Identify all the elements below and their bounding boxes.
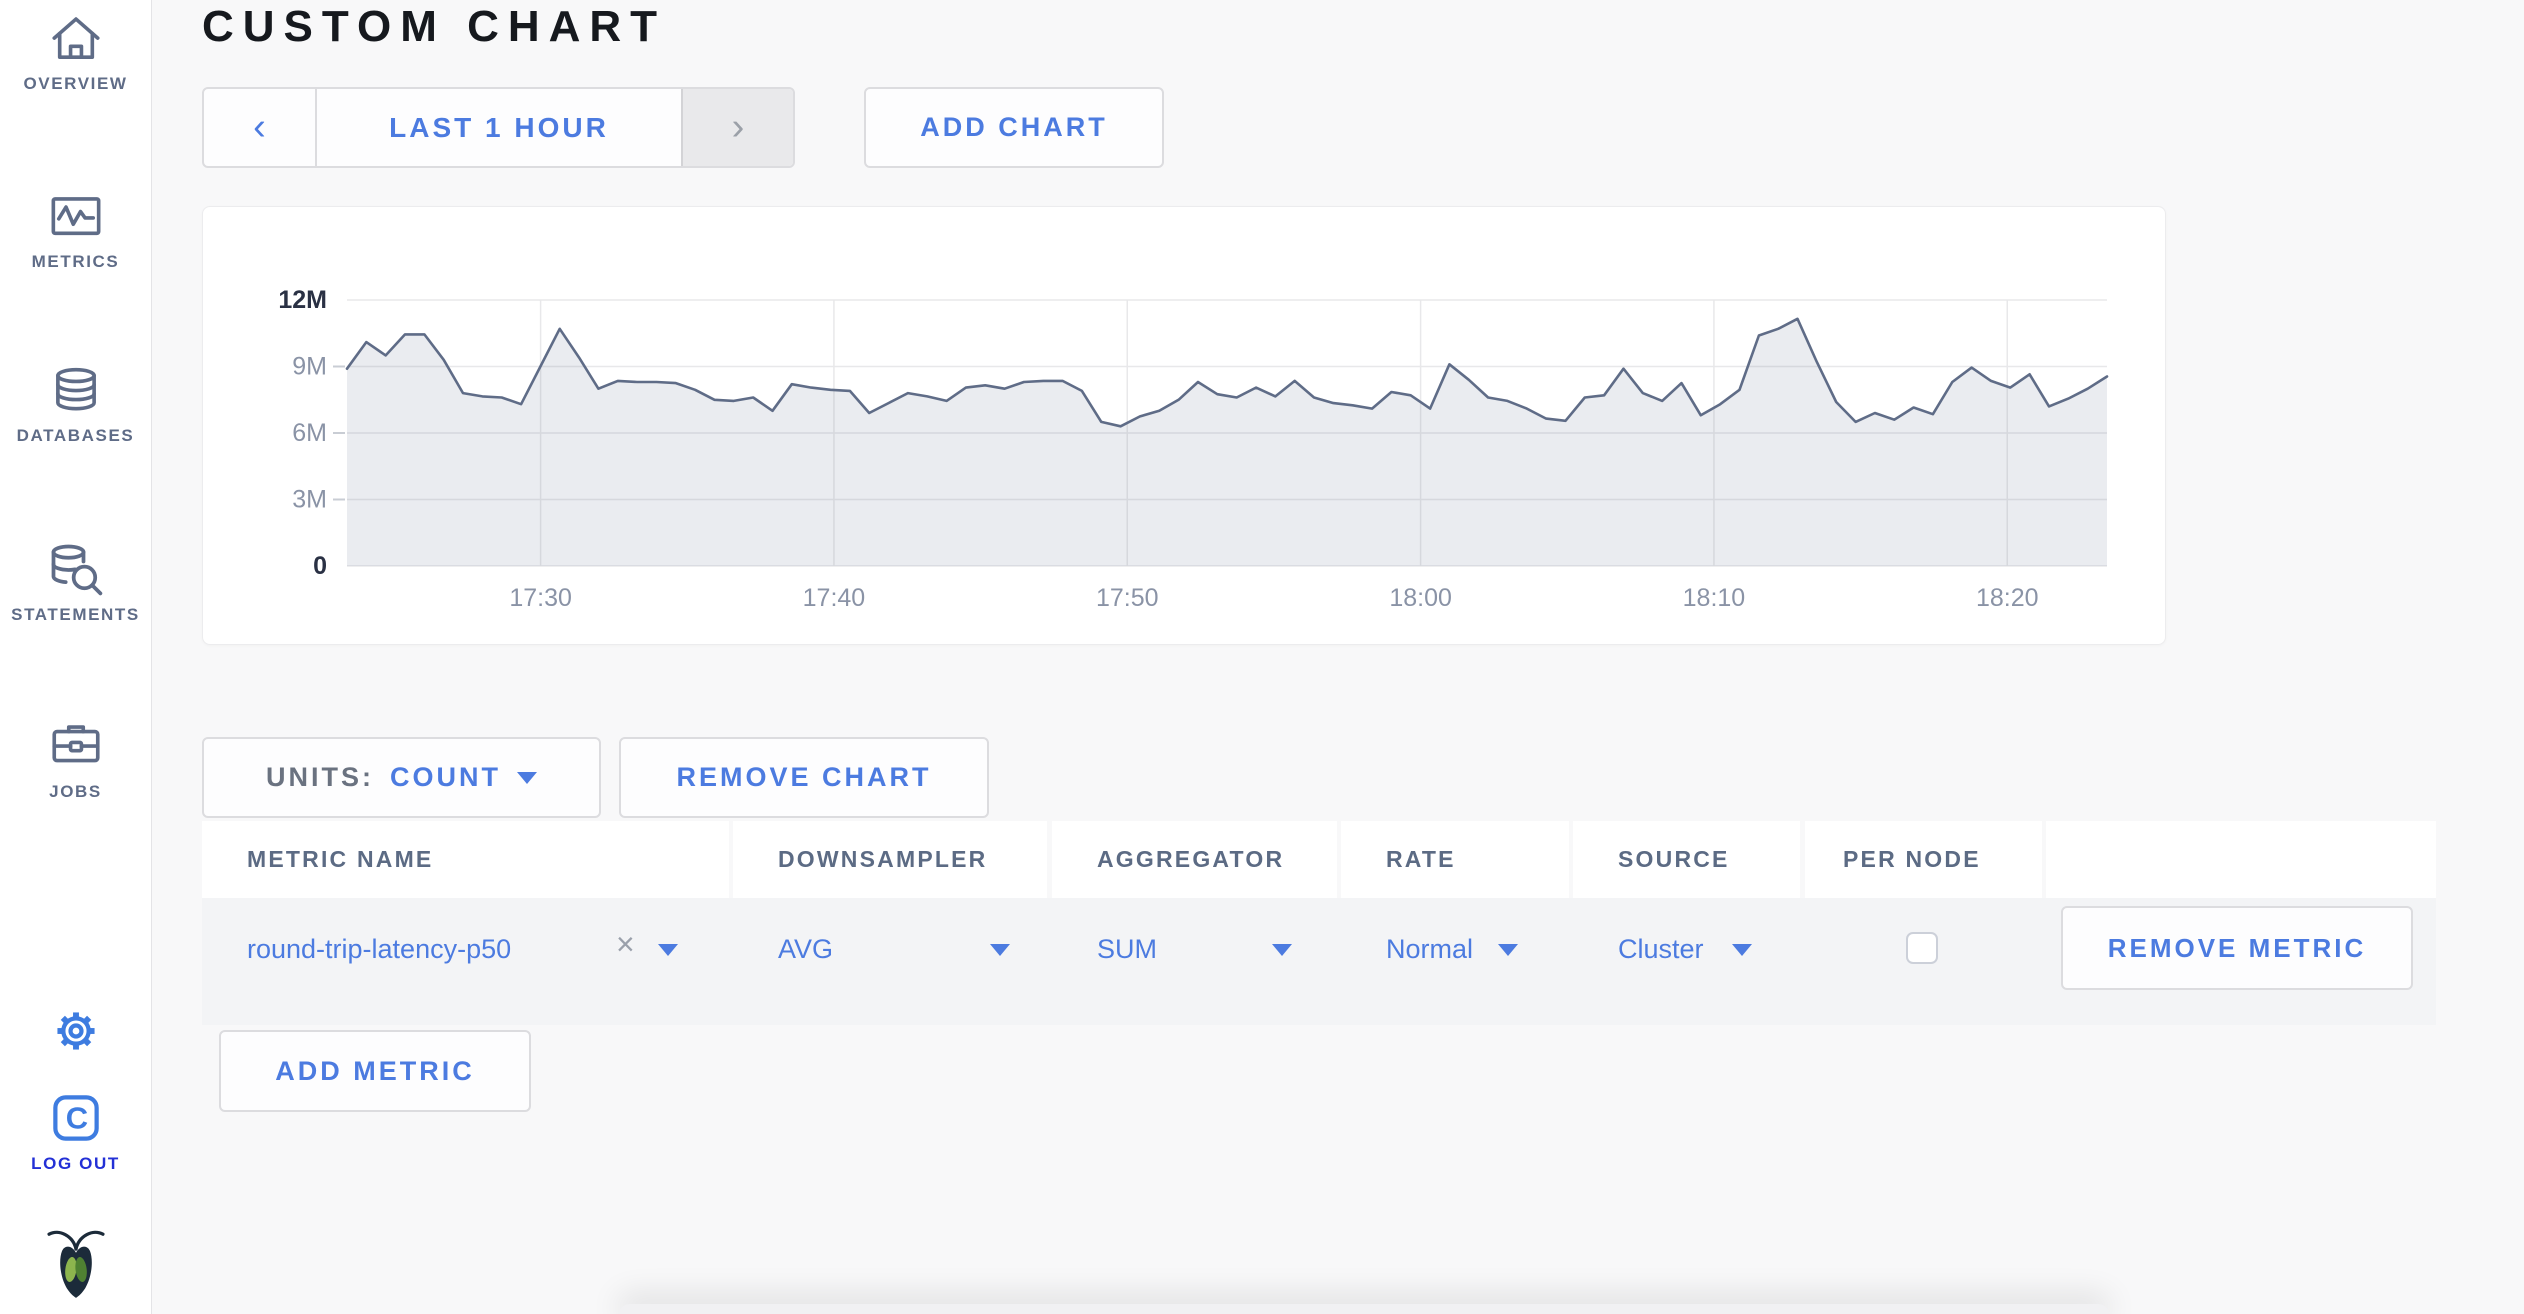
sidebar-item-label: JOBS xyxy=(49,782,102,801)
column-header-aggregator: AGGREGATOR xyxy=(1052,821,1337,898)
sidebar-item-jobs[interactable]: JOBS xyxy=(0,718,151,802)
time-range-prev-button[interactable]: ‹ xyxy=(204,89,317,166)
sidebar-item-statements[interactable]: STATEMENTS xyxy=(0,539,151,625)
add-metric-button[interactable]: ADD METRIC xyxy=(219,1030,531,1112)
time-range-next-button[interactable]: › xyxy=(681,89,793,166)
svg-text:3M: 3M xyxy=(292,486,327,514)
sidebar-item-label: OVERVIEW xyxy=(23,74,128,93)
add-chart-button[interactable]: ADD CHART xyxy=(864,87,1164,168)
database-icon xyxy=(0,362,151,420)
statements-icon xyxy=(0,539,151,599)
time-range-dropdown[interactable]: LAST 1 HOUR xyxy=(389,111,609,143)
svg-text:17:40: 17:40 xyxy=(803,584,866,612)
column-header-per-node: PER NODE xyxy=(1805,821,2042,898)
svg-text:18:10: 18:10 xyxy=(1683,584,1746,612)
logout-button[interactable]: C LOG OUT xyxy=(0,1088,151,1174)
svg-text:17:50: 17:50 xyxy=(1096,584,1159,612)
gear-icon xyxy=(0,1004,151,1058)
sidebar-item-metrics[interactable]: METRICS xyxy=(0,188,151,272)
settings-gear-button[interactable] xyxy=(0,1004,151,1058)
cockroach-bug-icon xyxy=(0,1224,151,1302)
remove-metric-button[interactable]: REMOVE METRIC xyxy=(2061,906,2413,990)
svg-text:9M: 9M xyxy=(292,353,327,381)
svg-text:0: 0 xyxy=(313,552,327,580)
svg-text:17:30: 17:30 xyxy=(509,584,572,612)
time-range-selector: ‹ LAST 1 HOUR › xyxy=(202,87,795,168)
chevron-down-icon[interactable] xyxy=(1272,944,1292,956)
svg-text:C: C xyxy=(65,1100,87,1135)
units-label: UNITS: xyxy=(266,762,374,792)
svg-text:6M: 6M xyxy=(292,419,327,447)
sidebar-item-databases[interactable]: DATABASES xyxy=(0,362,151,446)
chevron-down-icon[interactable] xyxy=(1498,944,1518,956)
aggregator-select[interactable]: SUM xyxy=(1097,934,1157,964)
next-card-shadow xyxy=(618,1304,2110,1314)
sidebar: OVERVIEW METRICS DATABASES xyxy=(0,0,152,1314)
rate-select[interactable]: Normal xyxy=(1386,934,1474,964)
svg-text:12M: 12M xyxy=(278,286,327,314)
metrics-icon xyxy=(0,188,151,246)
svg-text:18:20: 18:20 xyxy=(1976,584,2039,612)
chevron-right-icon: › xyxy=(731,106,745,148)
column-header-rate: RATE xyxy=(1341,821,1569,898)
home-icon xyxy=(0,10,151,68)
column-header-source: SOURCE xyxy=(1573,821,1800,898)
jobs-icon xyxy=(0,718,151,776)
custom-chart-card: 0 3M 6M 9M 12M 17:30 17:40 17:50 18:00 18:10 18:20 xyxy=(202,206,2166,645)
sidebar-item-overview[interactable]: OVERVIEW xyxy=(0,10,151,94)
logout-label: LOG OUT xyxy=(31,1154,120,1173)
cockroach-c-icon: C xyxy=(0,1088,151,1148)
units-dropdown[interactable]: UNITS: COUNT xyxy=(202,737,601,818)
cockroach-logo[interactable] xyxy=(0,1224,151,1302)
svg-text:18:00: 18:00 xyxy=(1389,584,1452,612)
metric-name-dropdown[interactable]: round-trip-latency-p50 xyxy=(247,934,512,964)
sidebar-item-label: STATEMENTS xyxy=(11,605,140,624)
column-header-downsampler: DOWNSAMPLER xyxy=(733,821,1047,898)
sidebar-item-label: DATABASES xyxy=(16,426,135,445)
column-header-actions xyxy=(2046,821,2436,898)
chevron-down-icon[interactable] xyxy=(1732,944,1752,956)
per-node-checkbox[interactable] xyxy=(1906,932,1938,964)
chevron-down-icon[interactable] xyxy=(658,944,678,956)
page-title: CUSTOM CHART xyxy=(202,2,667,51)
chevron-left-icon: ‹ xyxy=(253,106,266,148)
chevron-down-icon xyxy=(517,771,537,784)
timeseries-area-chart: 0 3M 6M 9M 12M 17:30 17:40 17:50 18:00 18:10 18:20 xyxy=(278,286,2109,612)
column-header-metric-name: METRIC NAME xyxy=(202,821,729,898)
clear-metric-icon[interactable]: × xyxy=(616,926,635,962)
chevron-down-icon[interactable] xyxy=(990,944,1010,956)
remove-chart-button[interactable]: REMOVE CHART xyxy=(619,737,989,818)
downsampler-select[interactable]: AVG xyxy=(778,934,834,964)
source-select[interactable]: Cluster xyxy=(1618,934,1704,964)
sidebar-item-label: METRICS xyxy=(31,252,120,271)
units-value: COUNT xyxy=(390,762,501,792)
